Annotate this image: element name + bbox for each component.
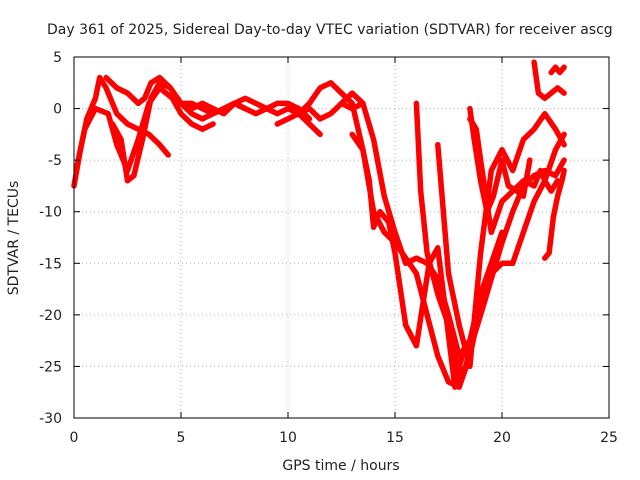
y-tick-label: -10 [39, 205, 62, 221]
x-tick-label: 0 [70, 430, 79, 446]
y-tick-label: -20 [39, 308, 62, 324]
series-line-sat-f [274, 80, 567, 390]
series-line-sat-h [349, 131, 469, 390]
series-line-sat-p [338, 100, 366, 112]
y-tick-label: 5 [53, 50, 62, 66]
y-tick-label: -15 [39, 256, 62, 272]
x-tick-label: 25 [600, 430, 618, 446]
x-tick-label: 5 [177, 430, 186, 446]
x-tick-label: 15 [386, 430, 404, 446]
series-line-sat-k [467, 116, 561, 236]
series-line-sat-m [531, 59, 567, 102]
series-line-sat-j [435, 110, 567, 370]
y-tick-label: 0 [53, 102, 62, 118]
x-axis-label: GPS time / hours [282, 458, 399, 474]
series-line-sat-l [467, 105, 533, 215]
axis-ticks: 0 5 10 15 20 25 -30 -25 -20 -15 -10 -5 0 5 [39, 50, 618, 446]
y-tick-label: -5 [48, 153, 62, 169]
series-line-sat-n [548, 64, 567, 76]
grid [74, 57, 609, 418]
series-line-sat-o [542, 167, 567, 261]
y-tick-label: -25 [39, 359, 62, 375]
series-line-sat-e [178, 100, 313, 122]
plot-frame [73, 56, 610, 419]
data-series [71, 59, 567, 390]
chart-title: Day 361 of 2025, Sidereal Day-to-day VTE… [47, 22, 613, 38]
series-line-sat-g [295, 90, 505, 359]
x-tick-label: 20 [493, 430, 511, 446]
y-tick-label: -30 [39, 411, 62, 427]
y-axis-label: SDTVAR / TECUs [6, 181, 22, 296]
series-line-sat-d [109, 80, 323, 184]
x-tick-label: 10 [279, 430, 297, 446]
